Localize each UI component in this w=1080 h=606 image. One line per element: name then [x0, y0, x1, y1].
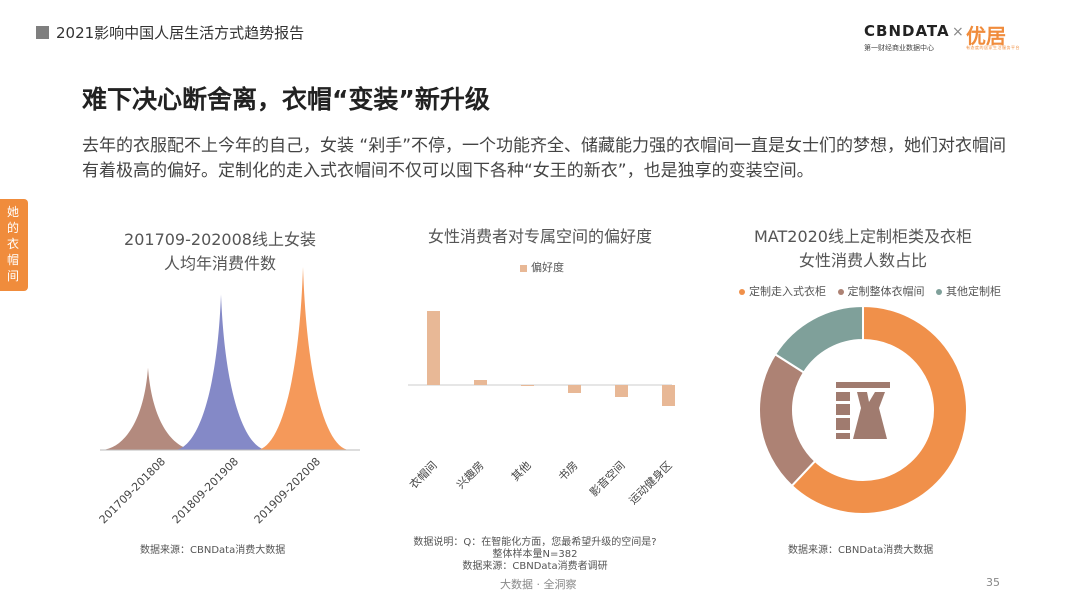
chart3-title: MAT2020线上定制柜类及衣柜 女性消费人数占比	[733, 225, 993, 273]
logo-brand-sub: 第一财经商业数据中心	[864, 44, 934, 52]
chart3-slice-2	[773, 304, 864, 374]
chart2-note: 数据说明：Q：在智能化方面，您最希望升级的空间是? 整体样本量N=382 数据来…	[380, 537, 690, 573]
chart2-tick-label: 衣帽间	[406, 458, 439, 491]
chart1-svg: 201709-201808 201809-201908 201909-202008	[97, 267, 360, 526]
chart1-title-line2: 人均年消费件数	[163, 254, 276, 273]
logo-brand: CBNDATA	[864, 22, 950, 40]
side-tab[interactable]: 她的衣帽间	[0, 199, 28, 291]
chart3-title-line2: 女性消费人数占比	[798, 251, 927, 270]
chart1-source: 数据来源：CBNData消费大数据	[140, 545, 286, 556]
side-tab-label: 她的衣帽间	[7, 205, 20, 283]
header-square-icon	[36, 26, 49, 39]
chart2-bar-1	[474, 380, 487, 385]
chart2-title: 女性消费者对专属空间的偏好度	[427, 227, 652, 246]
report-title: 2021影响中国人居生活方式趋势报告	[56, 24, 305, 42]
chart2-bar-4	[615, 385, 628, 397]
chart3-svg	[758, 304, 968, 515]
footer-text: 大数据 · 全洞察	[500, 578, 577, 591]
page-number: 35	[986, 576, 1000, 589]
legend-dot-1	[837, 289, 844, 295]
chart1-tick-label: 201909-202008	[252, 455, 323, 526]
page-title: 难下决心断舍离，衣帽“变装”新升级	[82, 85, 490, 114]
legend-dot-0	[739, 289, 745, 295]
chart3-slice-1	[758, 352, 817, 488]
chart2-bar-0	[427, 311, 440, 385]
chart3-legend-item: 其他定制柜	[936, 283, 1001, 299]
chart2-tick-label: 书房	[556, 459, 581, 484]
chart2-legend-label: 偏好度	[531, 261, 564, 274]
chart1-area-0	[102, 367, 194, 450]
wardrobe-icon	[836, 382, 890, 439]
chart2-legend: 偏好度	[520, 259, 564, 275]
chart3-title-line1: MAT2020线上定制柜类及衣柜	[753, 227, 972, 246]
chart1-tick-label: 201709-201808	[97, 455, 168, 526]
logo-partner: 优居	[966, 24, 1006, 48]
chart3-legend-label-1: 定制整体衣帽间	[847, 285, 925, 298]
chart2-note-line1: 数据说明：Q：在智能化方面，您最希望升级的空间是?	[413, 537, 657, 548]
chart3-legend: 定制走入式衣柜 定制整体衣帽间 其他定制柜	[739, 283, 1009, 299]
chart3-source: 数据来源：CBNData消费大数据	[788, 545, 934, 556]
chart1-title-line1: 201709-202008线上女装	[124, 230, 316, 249]
chart2-note-line3: 数据来源：CBNData消费者调研	[462, 561, 608, 572]
chart2-tick-label: 兴趣房	[453, 458, 486, 491]
chart2-bar-5	[662, 385, 675, 406]
brand-logo: CBNDATA 第一财经商业数据中心 × 优居 有态度的居家生活服务平台	[864, 22, 1020, 58]
chart1-area-1	[175, 294, 267, 450]
chart2-tick-label: 其他	[509, 459, 534, 484]
chart3-legend-label-2: 其他定制柜	[946, 285, 1001, 298]
chart3-slice-0	[790, 304, 968, 515]
chart3-legend-item: 定制走入式衣柜	[739, 283, 826, 299]
logo-partner-sub: 有态度的居家生活服务平台	[966, 45, 1020, 50]
chart3-legend-label-0: 定制走入式衣柜	[749, 285, 826, 298]
chart1-area-2	[257, 267, 349, 450]
chart1-tick-label: 201809-201908	[170, 455, 241, 526]
intro-paragraph: 去年的衣服配不上今年的自己，女装 “剁手”不停，一个功能齐全、储藏能力强的衣帽间…	[82, 136, 1007, 181]
chart2-bar-2	[521, 385, 534, 386]
legend-dot-2	[936, 289, 942, 295]
chart2-tick-label: 影音空间	[587, 458, 628, 499]
legend-swatch	[520, 264, 527, 272]
chart1-title: 201709-202008线上女装 人均年消费件数	[90, 228, 350, 276]
chart3-legend-item: 定制整体衣帽间	[837, 283, 925, 299]
chart2-tick-label: 运动健身区	[626, 458, 675, 507]
chart2-bar-3	[568, 385, 581, 393]
logo-times: ×	[952, 24, 964, 40]
chart2-note-line2: 整体样本量N=382	[492, 549, 578, 560]
